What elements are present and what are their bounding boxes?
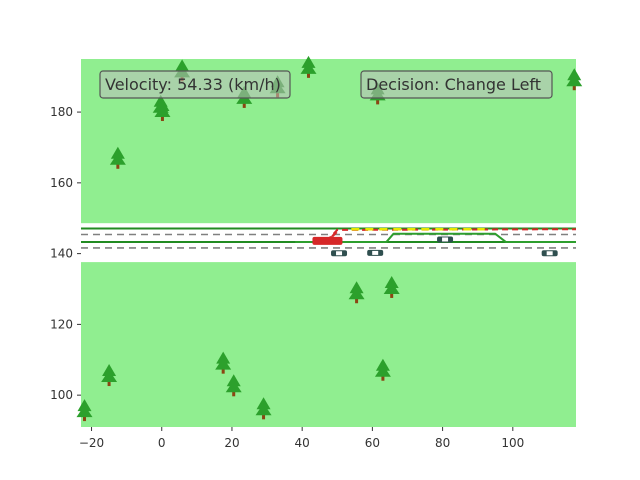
tree-crown-bottom: [109, 152, 126, 165]
tree-trunk: [242, 102, 246, 108]
tree-icon: [566, 68, 583, 91]
car-window: [336, 251, 343, 256]
tree-trunk: [381, 375, 385, 381]
tree-icon: [76, 399, 93, 422]
decision-text: Decision: Change Left: [366, 75, 541, 94]
tree-crown-bottom: [255, 403, 272, 416]
y-axis: 100 120 140 160 180: [50, 105, 81, 402]
tree-icon: [215, 351, 232, 374]
other-car-icon: [367, 249, 384, 256]
tree-trunk: [107, 381, 111, 387]
y-tick-label: 140: [50, 247, 73, 261]
decision-badge: Decision: Change Left: [360, 70, 553, 99]
tree-icon: [348, 281, 365, 304]
tree-crown-bottom: [154, 105, 171, 118]
tree-trunk: [262, 414, 266, 420]
tree-icon: [154, 99, 171, 122]
tree-trunk: [160, 116, 164, 122]
tree-icon: [300, 55, 317, 78]
x-tick-label: 40: [295, 436, 310, 450]
tree-crown-bottom: [215, 357, 232, 370]
y-tick-label: 180: [50, 105, 73, 119]
tree-crown-bottom: [225, 380, 242, 393]
tree-trunk: [232, 391, 236, 397]
x-tick-label: 100: [501, 436, 524, 450]
cars: [312, 230, 558, 257]
tree-trunk: [83, 416, 87, 422]
tree-trunk: [221, 368, 225, 374]
velocity-badge: Velocity: 54.33 (km/h): [99, 70, 291, 99]
ego-car-heading: [330, 230, 338, 237]
tree-crown-bottom: [374, 364, 391, 377]
tree-crown-bottom: [101, 370, 118, 383]
ego-car-icon: [312, 230, 343, 245]
tree-trunk: [572, 85, 576, 91]
other-car-icon: [331, 250, 348, 257]
x-tick-label: 0: [158, 436, 166, 450]
tree-icon: [109, 146, 126, 169]
other-car-icon: [437, 236, 454, 243]
x-tick-label: 20: [224, 436, 239, 450]
car-window: [372, 250, 379, 255]
plot-area: [76, 55, 583, 427]
x-tick-label: 80: [435, 436, 450, 450]
x-tick-label: −20: [79, 436, 104, 450]
x-axis: −20 0 20 40 60 80 100: [79, 427, 524, 450]
y-tick-label: 100: [50, 388, 73, 402]
tree-crown-bottom: [76, 405, 93, 418]
tree-trunk: [390, 292, 394, 298]
tree-crown-bottom: [348, 287, 365, 300]
tree-trunk: [116, 163, 120, 169]
other-car-icon: [541, 250, 558, 257]
tree-icon: [225, 374, 242, 397]
velocity-text: Velocity: 54.33 (km/h): [105, 75, 281, 94]
tree-icon: [383, 275, 400, 298]
tree-trunk: [376, 99, 380, 105]
tree-trunk: [306, 72, 310, 78]
tree-icon: [374, 358, 391, 381]
tree-crown-bottom: [566, 74, 583, 87]
tree-trunk: [355, 298, 359, 304]
planned-path: [295, 232, 576, 243]
tree-crown-bottom: [300, 61, 317, 74]
tree-icon: [255, 397, 272, 420]
tree-icon: [101, 364, 118, 387]
y-tick-label: 160: [50, 176, 73, 190]
y-tick-label: 120: [50, 317, 73, 331]
car-window: [442, 237, 449, 242]
ego-car-body: [312, 236, 343, 245]
car-window: [546, 251, 553, 256]
tree-crown-bottom: [383, 281, 400, 294]
x-tick-label: 60: [365, 436, 380, 450]
